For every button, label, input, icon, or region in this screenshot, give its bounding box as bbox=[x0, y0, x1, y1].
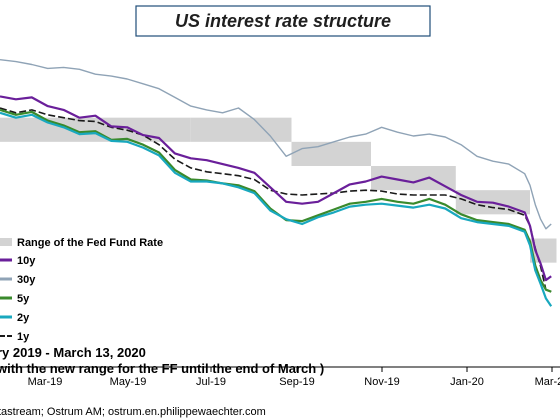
chart-title: US interest rate structure bbox=[175, 11, 391, 31]
legend: Range of the Fed Fund Rate 10y 30y 5y 2y 1y bbox=[0, 237, 163, 343]
series-line-5y bbox=[0, 108, 552, 293]
legend-panel bbox=[0, 237, 240, 361]
legend-label-30y: 30y bbox=[17, 274, 36, 286]
note-line-1: ry 2019 - March 13, 2020 bbox=[0, 345, 146, 360]
legend-label-1y: 1y bbox=[17, 331, 30, 343]
chart-title-box bbox=[135, 5, 431, 37]
legend-label-10y: 10y bbox=[17, 255, 36, 267]
fed-range-step-0 bbox=[0, 117, 191, 142]
legend-label-5y: 5y bbox=[17, 293, 30, 305]
fed-range-step-2 bbox=[291, 141, 371, 166]
note-line-2: with the new range for the FF until the … bbox=[0, 361, 324, 376]
x-tick-label-2: Jul-19 bbox=[196, 376, 226, 388]
x-tick-label-3: Sep-19 bbox=[279, 376, 314, 388]
series-line-2y bbox=[0, 111, 553, 307]
series-line-1y bbox=[0, 107, 552, 293]
legend-label-2y: 2y bbox=[17, 312, 30, 324]
x-tick-label-4: Nov-19 bbox=[364, 376, 399, 388]
legend-label-fed-range: Range of the Fed Fund Rate bbox=[17, 237, 163, 249]
x-tick-label-1: May-19 bbox=[110, 376, 147, 388]
x-tick-label-5: Jan-20 bbox=[450, 376, 484, 388]
source-text: tastream; Ostrum AM; ostrum.en.philippew… bbox=[0, 406, 266, 418]
legend-swatch-fed-range bbox=[0, 238, 12, 246]
x-tick-labels: Mar-19 May-19 Jul-19 Sep-19 Nov-19 Jan-20 Mar-… bbox=[28, 367, 560, 388]
series-line-10y bbox=[0, 95, 552, 282]
fed-range-step-1 bbox=[190, 117, 292, 142]
x-tick-label-6: Mar-20 bbox=[535, 376, 560, 388]
x-tick-label-0: Mar-19 bbox=[28, 376, 63, 388]
series-line-30y bbox=[0, 59, 552, 230]
source-panel bbox=[0, 402, 560, 420]
series-layer bbox=[0, 59, 553, 307]
